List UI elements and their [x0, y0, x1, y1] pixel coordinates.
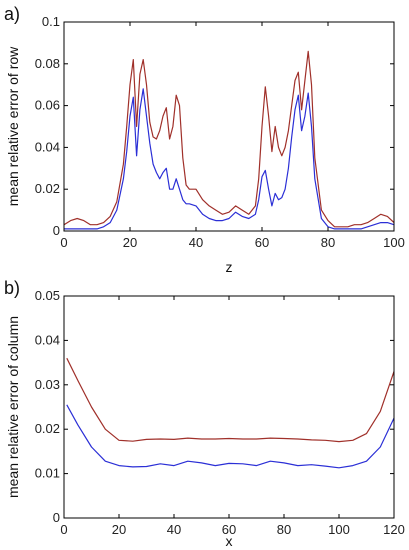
panel-a-y-axis-label: mean relative error of row — [5, 46, 21, 206]
panel-b-x-tick-label: 120 — [383, 522, 405, 537]
panel-a-plot-frame — [63, 21, 395, 232]
panel-a-x-tick-label: 0 — [60, 235, 67, 250]
panel-b-x-tick-label: 60 — [222, 522, 236, 537]
panel-b-plot-frame — [63, 295, 395, 519]
panel-b-series-red-line — [66, 357, 395, 443]
panel-a-x-tick-label: 40 — [189, 235, 203, 250]
panel-b-y-axis-label: mean relative error of column — [5, 316, 21, 498]
panel-a-y-tick-label: 0.08 — [35, 56, 60, 71]
panel-a-y-tick-label: 0.02 — [35, 181, 60, 196]
panel-b-x-tick-label: 100 — [328, 522, 350, 537]
panel-b-x-axis-label: x — [226, 533, 233, 549]
panel-a-label: a) — [4, 4, 20, 24]
panel-b-y-tick-label: 0.04 — [35, 332, 60, 347]
panel-b-x-tick-label: 40 — [167, 522, 181, 537]
panel-a-x-tick-label: 60 — [255, 235, 269, 250]
panel-a-y-tick-label: 0 — [53, 223, 60, 238]
panel-a-series-red-line — [63, 50, 395, 228]
panel-b-series-blue-line — [66, 404, 395, 469]
panel-a-y-tick-label: 0.04 — [35, 139, 60, 154]
panel-b-y-tick-label: 0.03 — [35, 377, 60, 392]
panel-a-y-tick-label: 0.1 — [42, 14, 60, 29]
panel-a-x-tick-label: 100 — [383, 235, 405, 250]
panel-a-x-tick-label: 80 — [321, 235, 335, 250]
panel-b-y-tick-label: 0.02 — [35, 421, 60, 436]
panel-b-label: b) — [4, 278, 20, 298]
panel-a-x-tick-label: 20 — [123, 235, 137, 250]
panel-b-y-tick-label: 0.05 — [35, 288, 60, 303]
panel-a-series-blue-line — [64, 88, 395, 230]
panel-a-y-tick-label: 0.06 — [35, 98, 60, 113]
panel-b-y-tick-label: 0.01 — [35, 466, 60, 481]
panel-b-x-tick-label: 20 — [112, 522, 126, 537]
panel-b-x-tick-label: 80 — [277, 522, 291, 537]
panel-b-x-tick-label: 0 — [60, 522, 67, 537]
panel-a-x-axis-label: z — [226, 259, 233, 275]
panel-b-y-tick-label: 0 — [53, 510, 60, 525]
